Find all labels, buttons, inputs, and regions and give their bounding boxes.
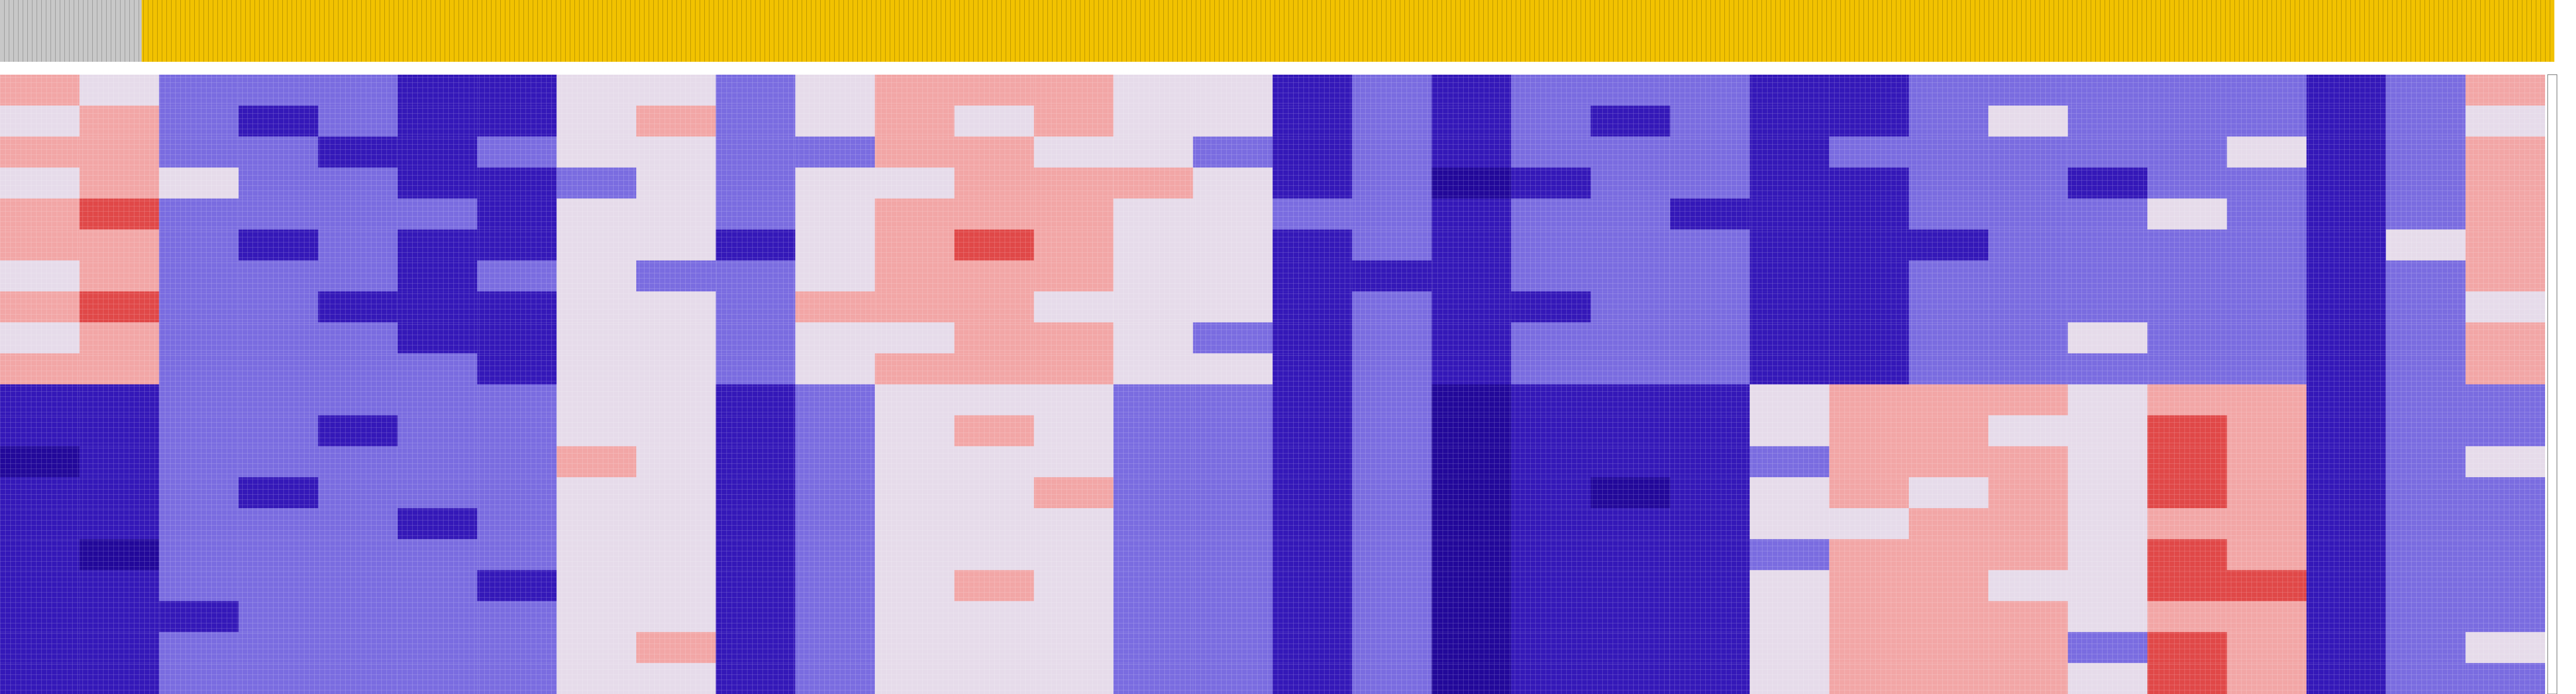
row-marker-column: [2547, 74, 2557, 694]
header-stripes: [0, 0, 2554, 62]
cell-grid: [0, 75, 2545, 694]
